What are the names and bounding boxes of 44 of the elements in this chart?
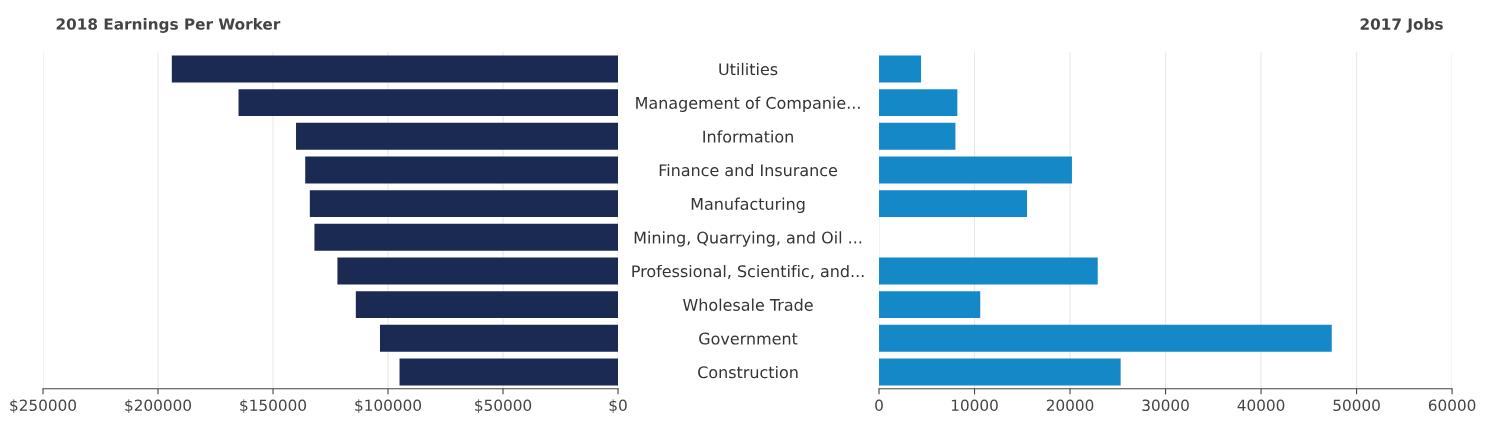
chart-title: 2018 Earnings Per Worker [56,17,281,33]
bar [879,156,1072,184]
bar [379,324,619,352]
y-tick-label: Wholesale Trade [683,298,813,311]
x-tick-label: 10000 [951,399,998,412]
bar [879,55,922,83]
bar [879,324,1332,352]
x-tick-label: 50000 [1333,399,1380,412]
bar [309,190,619,218]
bar [314,223,619,251]
y-tick-label: Management of Companie... [636,96,860,113]
y-tick-label: Information [703,130,793,143]
bar [879,190,1028,218]
x-tick-label: $150000 [240,399,307,414]
bar [399,358,619,386]
bar [337,257,619,285]
x-tick-label: $200000 [125,399,192,414]
bar [238,89,619,117]
y-tick-label: Manufacturing [691,197,805,214]
y-tick-label: Government [699,332,798,345]
y-tick-label: Construction [698,365,798,379]
bar [305,156,619,184]
x-tick-label: 30000 [1142,399,1189,412]
x-tick-label: 0 [875,399,883,412]
bar [879,291,981,319]
y-tick-label: Utilities [719,62,778,76]
bar [879,257,1098,285]
x-tick-label: $0 [609,399,627,414]
y-tick-label: Mining, Quarrying, and Oil ... [634,231,862,247]
bar [879,358,1121,386]
bar [879,89,958,117]
x-tick-label: $50000 [475,399,532,414]
y-tick-label: Finance and Insurance [659,163,838,177]
bar [171,55,619,83]
bar [355,291,619,319]
x-tick-label: 60000 [1428,399,1476,412]
y-tick-label: Professional, Scientific, and... [632,264,864,279]
x-tick-label: $100000 [355,399,422,414]
x-tick-label: $250000 [10,399,77,414]
chart-title: 2017 Jobs [1360,18,1443,33]
x-tick-label: 20000 [1046,399,1094,412]
bar [296,122,619,150]
bar [879,122,956,150]
x-tick-label: 40000 [1237,399,1285,412]
